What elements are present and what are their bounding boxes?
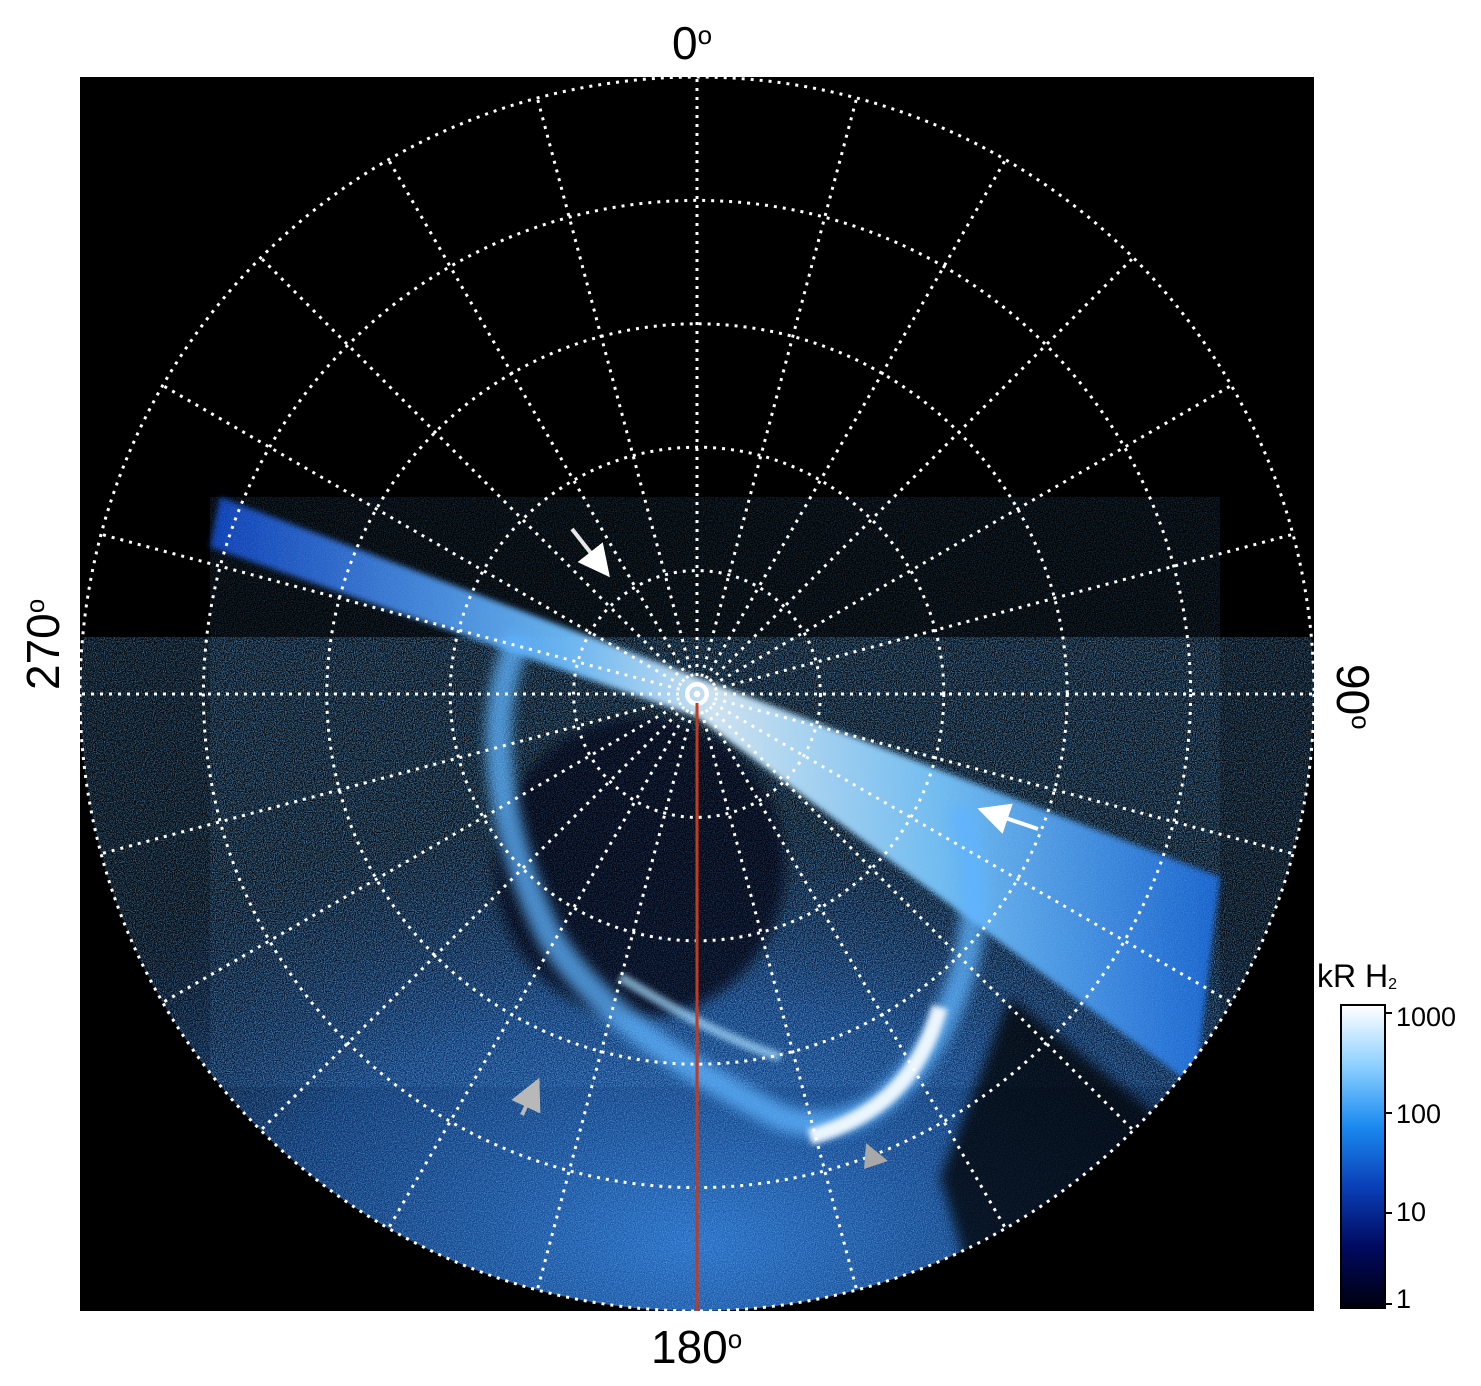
arrow-icon <box>977 803 1039 834</box>
auroral-oval <box>485 631 987 1137</box>
colorbar-tick <box>1386 1212 1392 1214</box>
colorbar <box>1340 1004 1386 1309</box>
longitude-meridian <box>696 532 1294 696</box>
longitude-meridian <box>161 384 698 696</box>
longitude-meridian <box>387 158 699 695</box>
colorbar-tick-label: 1 <box>1396 1284 1412 1314</box>
longitude-meridian <box>695 693 859 1291</box>
longitude-meridian <box>535 693 699 1291</box>
longitude-meridian <box>695 693 1007 1230</box>
longitude-meridian <box>100 692 698 856</box>
longitude-meridian <box>259 256 699 696</box>
longitude-label-0: 0o <box>672 17 713 69</box>
longitude-label-90: 90o <box>1327 664 1379 730</box>
longitude-meridian <box>695 158 1007 695</box>
auroral-bright-arc <box>807 1004 948 1145</box>
longitude-meridian <box>259 692 699 1132</box>
colorbar-tick-label: 1000 <box>1396 1002 1457 1032</box>
longitude-meridian <box>695 97 859 695</box>
colorbar-tick <box>1386 1303 1392 1305</box>
longitude-meridian <box>161 692 698 1004</box>
latitude-circle <box>572 569 822 819</box>
colorbar-tick <box>1386 1112 1392 1114</box>
longitude-meridian <box>100 532 698 696</box>
lat-long-grid <box>80 77 1314 1311</box>
longitude-label-270: 270o <box>17 598 69 690</box>
longitude-label-180: 180o <box>651 1321 743 1373</box>
longitude-meridian <box>695 692 1135 1132</box>
longitude-meridian <box>696 384 1233 696</box>
longitude-meridian <box>696 692 1294 856</box>
colorbar-tick-label: 10 <box>1396 1197 1427 1227</box>
colorbar-tick-label: 100 <box>1396 1099 1442 1129</box>
longitude-meridian <box>695 256 1135 696</box>
polar-aurora-image <box>80 77 1314 1311</box>
longitude-meridian <box>535 97 699 695</box>
colorbar-tick <box>1386 1012 1392 1014</box>
arrow-icon <box>511 1077 541 1116</box>
colorbar-title: kR H2 <box>1317 958 1398 994</box>
longitude-meridian <box>387 693 699 1230</box>
longitude-meridian <box>696 692 1233 1004</box>
arrowhead-icon <box>864 1143 888 1169</box>
arrow-icon <box>570 527 610 578</box>
swath-texture <box>210 497 1220 1087</box>
dark-polar-region <box>495 717 785 1017</box>
